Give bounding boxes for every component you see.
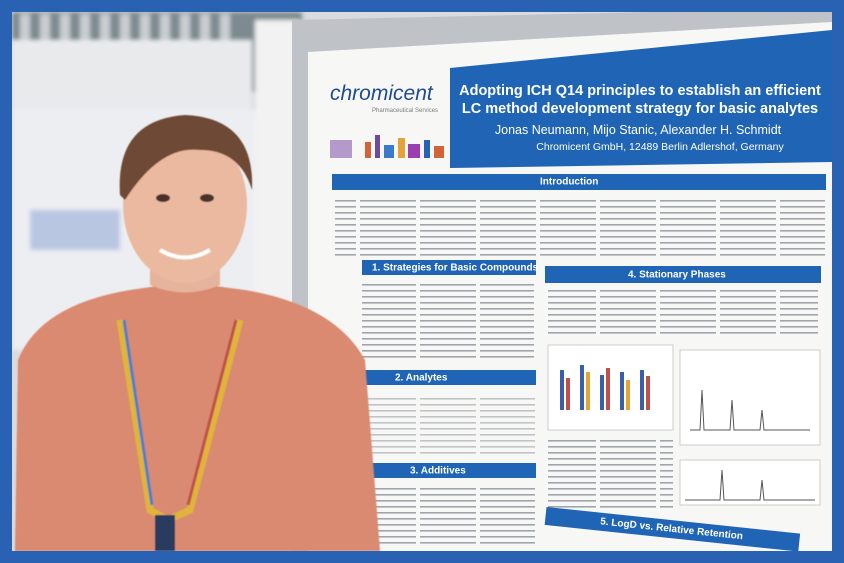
body-text bbox=[548, 440, 673, 510]
bar-chart-graphic bbox=[547, 344, 674, 431]
skyline-graphic bbox=[330, 135, 444, 158]
logo: chromicent bbox=[330, 82, 434, 105]
title-line: LC method development strategy for basic… bbox=[462, 101, 818, 117]
section-header bbox=[362, 463, 536, 478]
section-title: 3. Additives bbox=[410, 466, 466, 477]
body-text bbox=[365, 485, 535, 545]
body-text bbox=[365, 398, 535, 458]
body-text bbox=[335, 197, 825, 257]
section-title: 1. Strategies for Basic Compounds bbox=[372, 263, 539, 274]
section-title: Introduction bbox=[540, 177, 598, 188]
authors: Jonas Neumann, Mijo Stanic, Alexander H.… bbox=[495, 123, 782, 137]
title-line: Adopting ICH Q14 principles to establish… bbox=[459, 83, 821, 99]
title-banner bbox=[450, 30, 832, 168]
section-header bbox=[544, 506, 801, 552]
person bbox=[15, 115, 380, 551]
logo-tagline: Pharmaceutical Services bbox=[372, 108, 438, 114]
body-text bbox=[548, 290, 818, 338]
body-text bbox=[362, 282, 534, 362]
section-title: 2. Analytes bbox=[395, 373, 448, 384]
affiliation: Chromicent GmbH, 12489 Berlin Adlershof,… bbox=[536, 141, 784, 153]
poster: chromicent Pharmaceutical Services Adopt… bbox=[292, 8, 834, 552]
section-header bbox=[362, 260, 536, 275]
section-header bbox=[362, 370, 536, 385]
section-header bbox=[332, 174, 826, 190]
chromatogram-graphic bbox=[679, 349, 821, 506]
section-title: 4. Stationary Phases bbox=[628, 270, 726, 281]
section-header bbox=[545, 266, 821, 283]
